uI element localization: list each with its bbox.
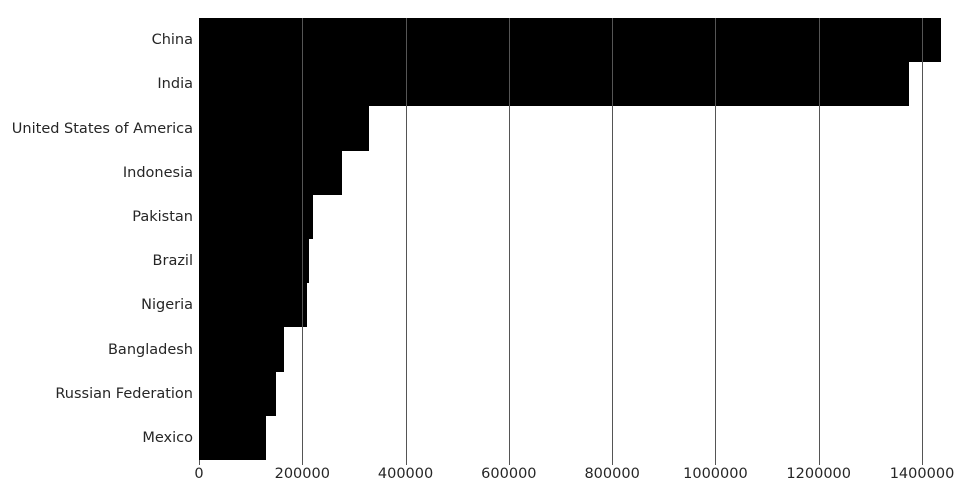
- y-tick-label: Russian Federation: [55, 385, 193, 402]
- bar-brazil[interactable]: [199, 239, 309, 284]
- x-tick-mark: [612, 460, 614, 465]
- x-axis: 0 200000 400000 600000 800000 1000000 1200000 1…: [0, 460, 960, 500]
- gridline: [508, 18, 510, 460]
- x-tick-label: 400000: [377, 466, 434, 482]
- y-axis: China India United States of America Indone…: [0, 18, 193, 460]
- x-tick-mark: [405, 460, 407, 465]
- bar-russian-federation[interactable]: [199, 371, 276, 416]
- x-tick-mark: [818, 460, 820, 465]
- y-tick-label: Mexico: [142, 429, 193, 446]
- bar-india[interactable]: [199, 62, 909, 107]
- x-tick-label: 800000: [584, 466, 640, 482]
- plot-area: [199, 18, 960, 460]
- y-tick-label: Brazil: [152, 252, 193, 269]
- y-tick-label: United States of America: [11, 120, 193, 137]
- bar-pakistan[interactable]: [199, 194, 313, 239]
- bar-united-states-of-america[interactable]: [199, 106, 369, 151]
- y-tick-label: China: [151, 31, 193, 48]
- bar-china[interactable]: [199, 18, 942, 63]
- y-tick-label: Bangladesh: [107, 341, 193, 358]
- bar-mexico[interactable]: [199, 415, 267, 460]
- gridline: [715, 18, 717, 460]
- x-tick-label: 1200000: [786, 466, 851, 482]
- y-tick-label: Pakistan: [132, 208, 193, 225]
- x-tick-label: 600000: [481, 466, 537, 482]
- x-tick-label: 0: [194, 466, 204, 482]
- x-tick-mark: [508, 460, 510, 465]
- y-tick-label: Indonesia: [122, 164, 193, 181]
- x-tick-label: 1400000: [889, 466, 955, 482]
- bar-nigeria[interactable]: [199, 283, 307, 328]
- x-tick-label: 200000: [274, 466, 330, 482]
- x-tick-mark: [302, 460, 304, 465]
- bar-indonesia[interactable]: [199, 150, 343, 195]
- x-tick-mark: [199, 460, 200, 465]
- gridline: [302, 18, 304, 460]
- bar-bangladesh[interactable]: [199, 327, 285, 372]
- gridline: [922, 18, 923, 460]
- gridline: [818, 18, 820, 460]
- y-tick-label: Nigeria: [141, 297, 193, 314]
- gridline: [612, 18, 614, 460]
- x-tick-mark: [715, 460, 717, 465]
- gridline: [405, 18, 407, 460]
- x-tick-label: 1000000: [683, 466, 748, 482]
- y-tick-label: India: [157, 76, 193, 93]
- x-tick-mark: [922, 460, 923, 465]
